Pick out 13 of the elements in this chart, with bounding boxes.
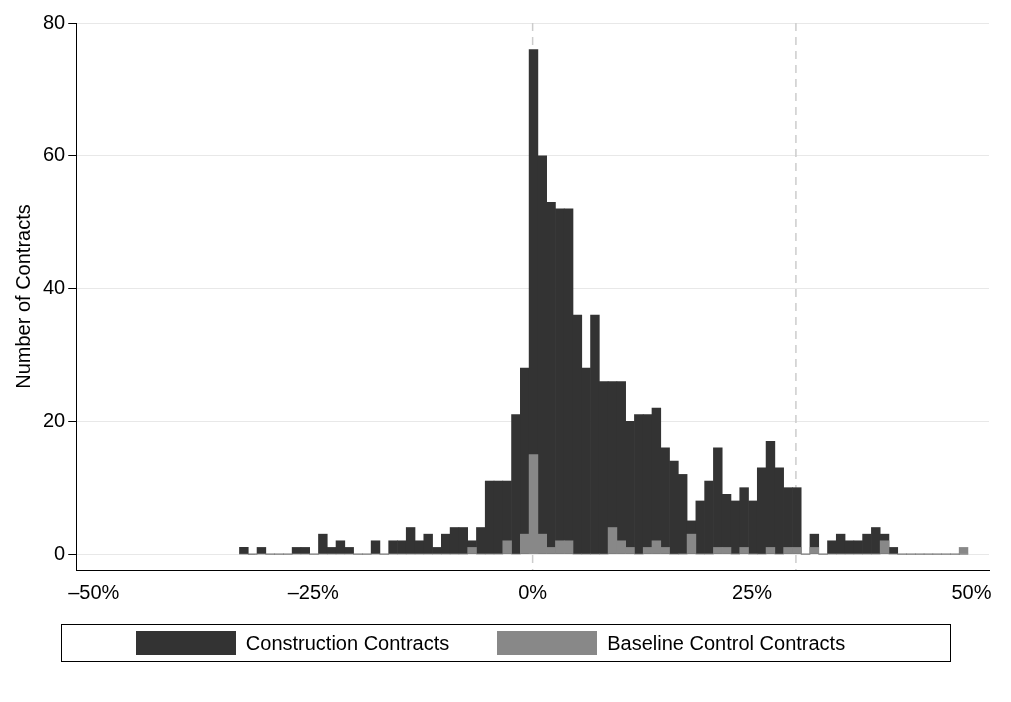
y-tick-label: 0: [54, 541, 66, 564]
x-tick-label: –25%: [287, 580, 339, 603]
legend-label: Baseline Control Contracts: [607, 631, 846, 655]
y-tick-label: 40: [43, 276, 66, 299]
x-tick-label: 50%: [951, 580, 992, 603]
legend-label: Construction Contracts: [245, 631, 450, 655]
y-tick-label: 80: [43, 10, 66, 33]
x-tick-label: 25%: [732, 580, 773, 603]
y-axis-title: Number of Contracts: [11, 204, 34, 389]
y-tick-label: 20: [43, 408, 66, 431]
x-tick-label: 0%: [518, 580, 548, 603]
y-tick-label: 60: [43, 143, 66, 166]
x-tick-label: –50%: [68, 580, 120, 603]
